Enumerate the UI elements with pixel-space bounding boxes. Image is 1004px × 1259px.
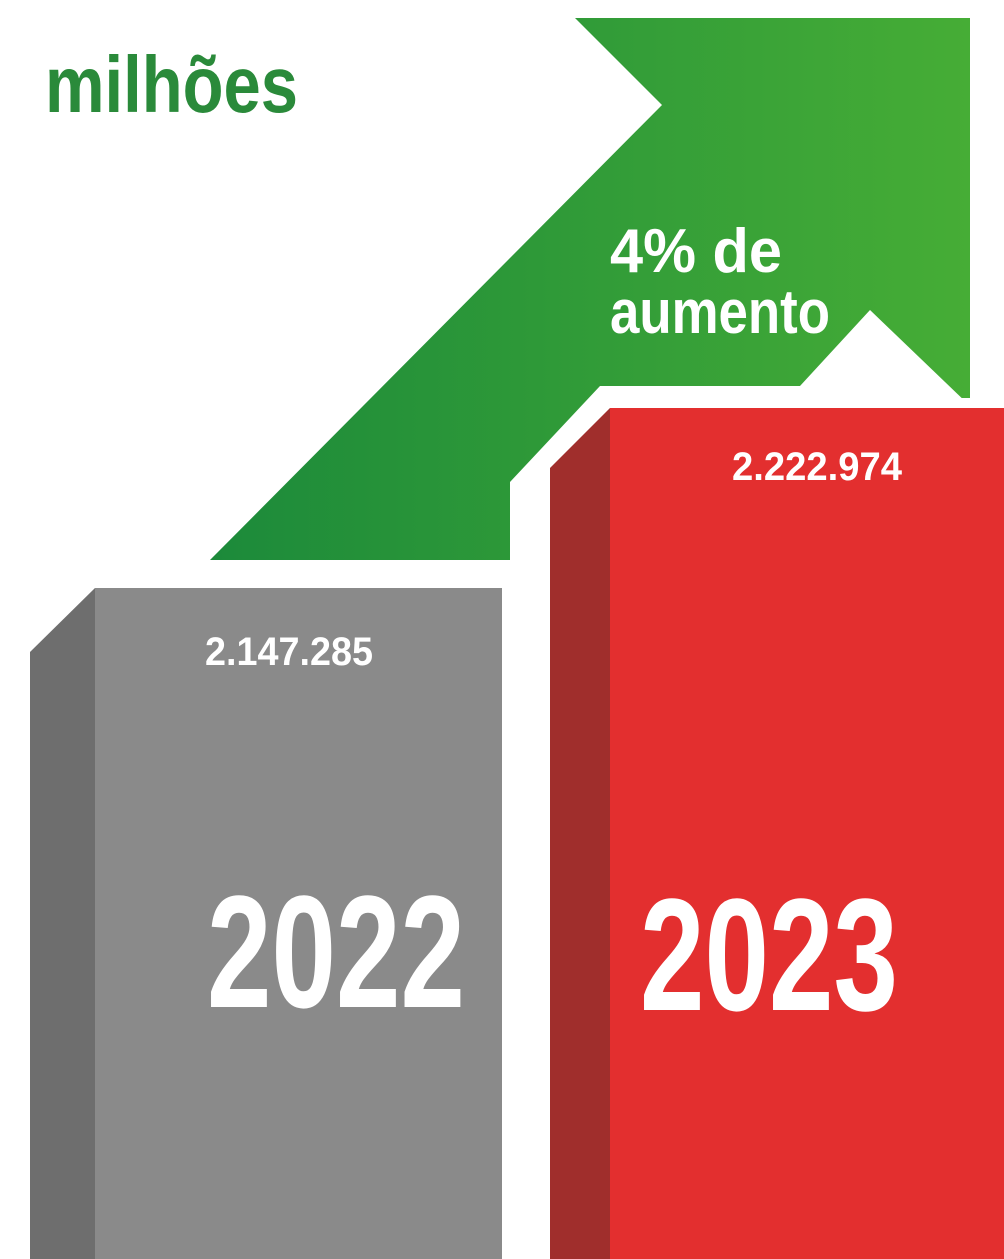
bar-2023-side (550, 408, 610, 1259)
bar-2023 (610, 408, 1004, 1259)
bar-value: 2.222.974 (732, 445, 903, 489)
arrow-label: 4% de (610, 217, 782, 286)
bar-2022 (95, 588, 502, 1259)
bar-value: 2.147.285 (205, 630, 373, 674)
bar-year: 2022 (207, 862, 465, 1041)
bar-year: 2023 (640, 865, 898, 1044)
bar-2022-side (30, 588, 95, 1259)
headline-unit: milhões (45, 40, 298, 129)
growth-arrow (210, 18, 970, 560)
arrow-label: aumento (610, 278, 830, 347)
bar-2023-gap (540, 398, 1004, 472)
